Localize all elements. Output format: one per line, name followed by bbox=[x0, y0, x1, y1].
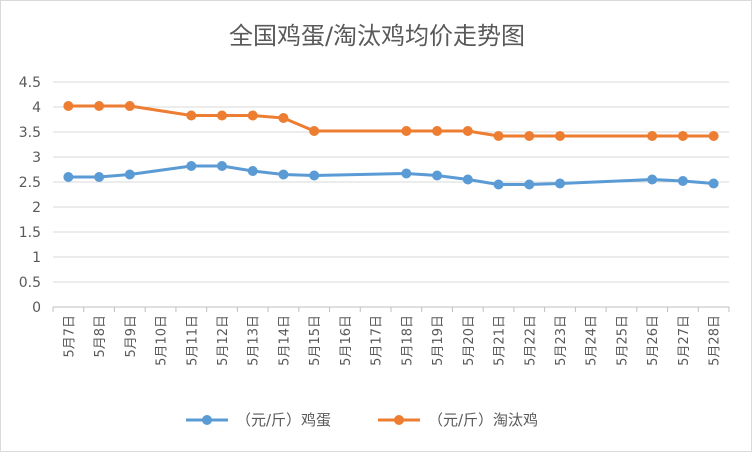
data-point bbox=[63, 172, 74, 182]
data-point bbox=[124, 101, 135, 111]
legend-item-1: （元/斤）鸡蛋 bbox=[186, 411, 331, 429]
x-tick-label: 5月17日 bbox=[370, 315, 385, 366]
data-point bbox=[555, 178, 565, 189]
gridlines bbox=[53, 81, 729, 283]
data-point bbox=[677, 131, 688, 141]
data-point bbox=[309, 126, 320, 136]
data-point bbox=[309, 170, 320, 181]
y-tick-label: 1 bbox=[32, 250, 41, 266]
x-tick-label: 5月22日 bbox=[523, 315, 538, 366]
x-tick-label: 5月21日 bbox=[493, 315, 508, 366]
data-point bbox=[524, 131, 535, 141]
data-point bbox=[401, 168, 412, 179]
x-tick-label: 5月26日 bbox=[646, 315, 661, 366]
y-axis: 0 0.5 1 1.5 2 2.5 3 3.5 4 4.5 bbox=[19, 75, 41, 316]
data-point bbox=[186, 161, 197, 171]
x-tick-label: 5月18日 bbox=[400, 315, 415, 366]
x-tick-label: 5月20日 bbox=[462, 315, 477, 366]
data-point bbox=[217, 110, 227, 121]
y-tick-label: 4 bbox=[32, 100, 41, 116]
y-tick-label: 1.5 bbox=[19, 225, 41, 241]
x-tick-label: 5月24日 bbox=[585, 315, 600, 366]
data-point bbox=[63, 101, 74, 111]
x-tick-label: 5月10日 bbox=[155, 315, 170, 366]
data-point bbox=[708, 178, 719, 189]
data-point bbox=[493, 131, 504, 141]
x-axis: 5月7日 5月8日 5月9日 5月10日 5月11日 5月12日 5月13日 5月14日 5月1… bbox=[52, 306, 730, 366]
data-point bbox=[647, 131, 658, 141]
x-tick-label: 5月16日 bbox=[339, 315, 354, 366]
x-tick-label: 5月27日 bbox=[677, 315, 692, 366]
data-point bbox=[94, 172, 105, 182]
series-layer bbox=[63, 101, 719, 190]
y-tick-label: 0 bbox=[32, 300, 41, 316]
chart-title: 全国鸡蛋/淘汰鸡均价走势图 bbox=[229, 22, 525, 50]
series-2 bbox=[63, 101, 719, 141]
x-tick-label: 5月12日 bbox=[216, 315, 231, 366]
data-point bbox=[124, 169, 135, 180]
data-point bbox=[462, 126, 473, 136]
y-tick-label: 2.5 bbox=[19, 175, 41, 191]
data-point bbox=[432, 126, 443, 136]
data-point bbox=[524, 179, 535, 190]
y-tick-label: 3.5 bbox=[19, 125, 41, 141]
data-point bbox=[217, 161, 227, 171]
data-point bbox=[708, 131, 719, 141]
x-tick-label: 5月25日 bbox=[615, 315, 630, 366]
x-tick-label: 5月19日 bbox=[431, 315, 446, 366]
legend-label: （元/斤）淘汰鸡 bbox=[428, 411, 538, 429]
legend-swatch-marker bbox=[202, 415, 212, 425]
y-tick-label: 4.5 bbox=[19, 75, 41, 91]
x-tick-label: 5月28日 bbox=[708, 315, 723, 366]
data-point bbox=[647, 174, 658, 185]
legend-swatch-marker bbox=[394, 415, 404, 425]
y-tick-label: 0.5 bbox=[19, 275, 41, 291]
data-point bbox=[94, 101, 105, 111]
data-point bbox=[401, 126, 412, 136]
data-point bbox=[278, 113, 289, 123]
data-point bbox=[677, 176, 688, 186]
data-point bbox=[186, 110, 197, 121]
data-point bbox=[247, 110, 258, 121]
data-point bbox=[493, 179, 504, 190]
data-point bbox=[432, 170, 443, 181]
x-tick-label: 5月8日 bbox=[93, 315, 108, 358]
legend-label: （元/斤）鸡蛋 bbox=[236, 411, 331, 429]
x-tick-label: 5月7日 bbox=[62, 315, 77, 358]
data-point bbox=[555, 131, 565, 141]
x-tick-label: 5月13日 bbox=[247, 315, 262, 366]
x-tick-label: 5月23日 bbox=[554, 315, 569, 366]
x-tick-label: 5月14日 bbox=[277, 315, 292, 366]
x-tick-label: 5月15日 bbox=[308, 315, 323, 366]
data-point bbox=[247, 166, 258, 176]
x-tick-label: 5月9日 bbox=[124, 315, 139, 358]
y-tick-label: 3 bbox=[32, 150, 41, 166]
legend-item-2: （元/斤）淘汰鸡 bbox=[378, 411, 538, 429]
data-point bbox=[462, 174, 473, 185]
series-1 bbox=[63, 161, 719, 190]
legend: （元/斤）鸡蛋 （元/斤）淘汰鸡 bbox=[186, 411, 538, 429]
x-tick-label: 5月11日 bbox=[185, 315, 200, 366]
y-tick-label: 2 bbox=[32, 200, 41, 216]
data-point bbox=[278, 169, 289, 180]
